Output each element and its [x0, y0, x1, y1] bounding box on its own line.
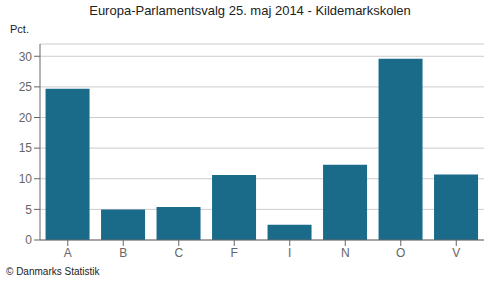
html-text:© Danmarks Statistik: © Danmarks Statistik	[6, 266, 100, 277]
svg-text:A: A	[64, 246, 72, 260]
svg-text:25: 25	[19, 80, 33, 94]
svg-text:C: C	[174, 246, 183, 260]
svg-text:N: N	[341, 246, 350, 260]
svg-text:30: 30	[19, 50, 33, 64]
svg-text:15: 15	[19, 141, 33, 155]
svg-text:5: 5	[25, 203, 32, 217]
svg-text:10: 10	[19, 172, 33, 186]
html-text:Europa-Parlamentsvalg 25. maj: Europa-Parlamentsvalg 25. maj 2014 - Kil…	[89, 3, 411, 18]
svg-text:O: O	[396, 246, 405, 260]
svg-text:B: B	[119, 246, 127, 260]
html-text:Pct.: Pct.	[10, 23, 29, 35]
svg-text:V: V	[452, 246, 460, 260]
svg-text:I: I	[288, 246, 291, 260]
svg-text:0: 0	[25, 233, 32, 247]
svg-text:F: F	[231, 246, 238, 260]
svg-text:20: 20	[19, 111, 33, 125]
